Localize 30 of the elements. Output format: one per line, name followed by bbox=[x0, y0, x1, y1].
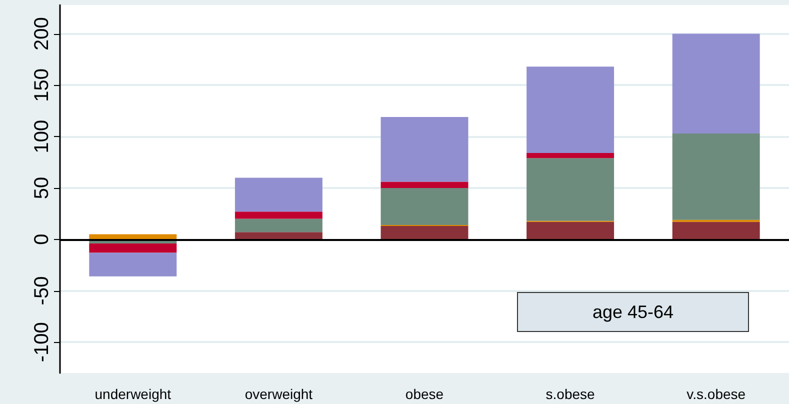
bar bbox=[89, 234, 177, 240]
bar bbox=[526, 222, 614, 240]
y-tick-label: 50 bbox=[31, 176, 53, 200]
bar bbox=[672, 222, 760, 240]
bar bbox=[234, 178, 322, 212]
bar bbox=[526, 66, 614, 154]
x-tick-label: overweight bbox=[244, 386, 313, 402]
bar bbox=[380, 226, 468, 240]
x-tick-label: obese bbox=[405, 386, 444, 402]
bar bbox=[234, 212, 322, 219]
bar bbox=[234, 218, 322, 232]
y-tick-label: 200 bbox=[31, 17, 53, 50]
y-tick-label: 0 bbox=[31, 234, 53, 245]
bar bbox=[89, 252, 177, 276]
x-tick-label: s.obese bbox=[546, 386, 596, 402]
bar bbox=[234, 232, 322, 240]
x-tick-label: v.s.obese bbox=[686, 386, 746, 402]
y-tick-label: -100 bbox=[31, 322, 53, 362]
x-tick-label: underweight bbox=[94, 386, 172, 402]
y-tick-label: 150 bbox=[31, 68, 53, 102]
bar bbox=[526, 158, 614, 221]
bar bbox=[526, 153, 614, 158]
y-tick-label: -50 bbox=[31, 276, 53, 306]
bar bbox=[380, 182, 468, 188]
y-tick-label: 100 bbox=[31, 120, 53, 154]
bar bbox=[89, 243, 177, 253]
bar bbox=[672, 133, 760, 220]
bar bbox=[672, 34, 760, 134]
bar bbox=[380, 117, 468, 182]
bar bbox=[380, 188, 468, 225]
